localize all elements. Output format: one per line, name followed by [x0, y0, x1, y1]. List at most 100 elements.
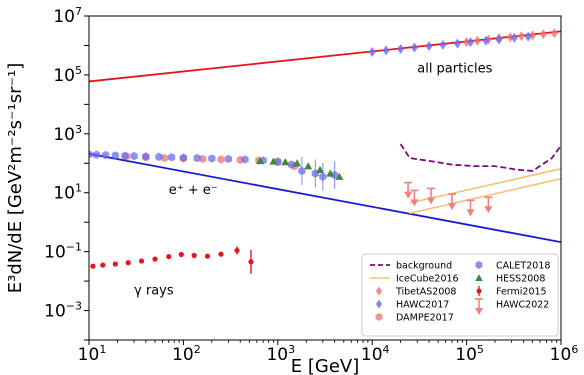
hess2008-point	[304, 162, 313, 170]
fit-line	[89, 152, 561, 244]
hess2008-point	[256, 156, 265, 165]
legend-marker	[475, 274, 483, 282]
axis-ticks-layer: 101 102 103 104 105 106 10−3 10−1 101 103 105 107	[44, 5, 578, 365]
icecube-line	[409, 168, 561, 204]
tibetas2008-point	[539, 29, 547, 40]
hawc2017-point	[382, 45, 390, 56]
legend-marker	[375, 286, 383, 296]
hawc2017-point	[439, 39, 447, 50]
legend-marker	[375, 299, 383, 309]
hawc2017-point	[482, 35, 490, 46]
tibetas2008-point	[506, 32, 514, 43]
hess2008-point	[269, 157, 278, 165]
icecube-line	[409, 177, 561, 215]
hawc2017-point	[510, 32, 518, 43]
dampe2017-point	[160, 153, 169, 163]
legend-entry: CALET2018	[475, 261, 550, 272]
legend-entry: background	[370, 261, 452, 272]
fermi2015-point	[234, 246, 240, 255]
hess2008-point	[316, 165, 325, 174]
hawc2017-point	[524, 31, 532, 42]
hess2008-point	[335, 172, 344, 180]
hawc2022-point	[484, 196, 493, 214]
legend-entry: HESS2008	[475, 274, 545, 285]
fermi2015-point	[90, 263, 96, 269]
fermi2015-point	[125, 260, 131, 266]
dampe2017-point	[199, 154, 207, 164]
x-tick-label: 103	[266, 343, 295, 365]
y-tick-label: 105	[53, 64, 82, 86]
calet2018-point	[101, 150, 110, 160]
legend-marker	[475, 261, 483, 269]
x-tick-label: 105	[455, 343, 484, 365]
fermi2015-point	[204, 253, 211, 259]
legend-entry: HAWC2017	[375, 299, 449, 311]
legend-label: HESS2008	[496, 274, 545, 285]
x-tick-label: 106	[550, 343, 579, 365]
hawc2017-point	[425, 41, 433, 52]
hawc2022-point	[404, 181, 413, 199]
calet2018-point	[121, 151, 129, 160]
fermi2015-point	[218, 251, 224, 257]
legend-label: IceCube2016	[396, 274, 459, 285]
hawc2017-point	[397, 43, 405, 54]
legend-marker	[475, 298, 483, 315]
annotation: all particles	[417, 62, 492, 77]
calet2018-point	[92, 150, 101, 159]
legend-box	[361, 253, 559, 337]
hawc2017-point	[467, 37, 475, 48]
calet2018-point	[179, 153, 188, 162]
background-line	[399, 143, 561, 172]
hawc2017-point	[368, 46, 376, 57]
x-tick-label: 104	[361, 343, 390, 365]
legend-label: HAWC2022	[496, 300, 549, 311]
calet2018-point	[142, 152, 150, 161]
calet2018-point	[130, 151, 138, 161]
hess2008-point	[293, 159, 302, 167]
legend-label: DAMPE2017	[396, 313, 454, 324]
fermi2015-point	[112, 261, 118, 267]
legend-marker	[375, 313, 383, 321]
fermi2015-point	[178, 251, 184, 258]
plot-frame	[88, 15, 562, 341]
legend: background IceCube2016 TibetAS2008 HAWC2017…	[361, 253, 559, 337]
y-axis-label: E³dN/dE [GeV²m⁻²s⁻¹sr⁻¹]	[5, 63, 26, 294]
legend-entry: TibetAS2008	[375, 286, 456, 298]
y-tick-label: 107	[53, 5, 82, 27]
legend-label: TibetAS2008	[395, 287, 456, 298]
legend-entry: IceCube2016	[370, 274, 459, 285]
annotation: e⁺ + e⁻	[169, 183, 218, 198]
fermi2015-point	[248, 249, 254, 274]
fit-lines-layer	[89, 30, 561, 244]
hawc2022-point	[427, 187, 436, 205]
hawc2022-point	[447, 193, 456, 211]
annotations-layer: all particles e⁺ + e⁻ γ rays	[134, 62, 493, 299]
calet2018-point	[224, 154, 233, 164]
hess2008-point	[281, 158, 290, 166]
calet2018-point	[287, 160, 296, 169]
legend-entry: Fermi2015	[476, 286, 547, 298]
tibetas2008-point	[517, 31, 525, 42]
legend-label: Fermi2015	[496, 287, 547, 298]
calet2018-point	[208, 154, 216, 163]
calet2018-point	[155, 152, 163, 162]
tibetas2008-point	[550, 28, 558, 39]
calet2018-point	[89, 150, 93, 159]
hess2008-point	[326, 169, 335, 177]
legend-label: CALET2018	[496, 261, 550, 272]
calet2018-point	[111, 151, 119, 160]
hawc2017-point	[410, 42, 418, 53]
tibetas2008-point	[463, 37, 471, 48]
tibetas2008-point	[473, 35, 481, 46]
dampe2017-point	[217, 155, 225, 164]
legend-entry: DAMPE2017	[375, 313, 454, 324]
fermi2015-point	[166, 253, 172, 260]
hawc2022-point	[410, 189, 419, 207]
legend-label: HAWC2017	[396, 300, 449, 311]
legend-entry: HAWC2022	[475, 298, 549, 315]
y-tick-label: 101	[53, 182, 82, 204]
y-tick-label: 10−1	[44, 241, 82, 263]
fit-line	[89, 30, 561, 83]
fermi2015-point	[152, 256, 158, 262]
